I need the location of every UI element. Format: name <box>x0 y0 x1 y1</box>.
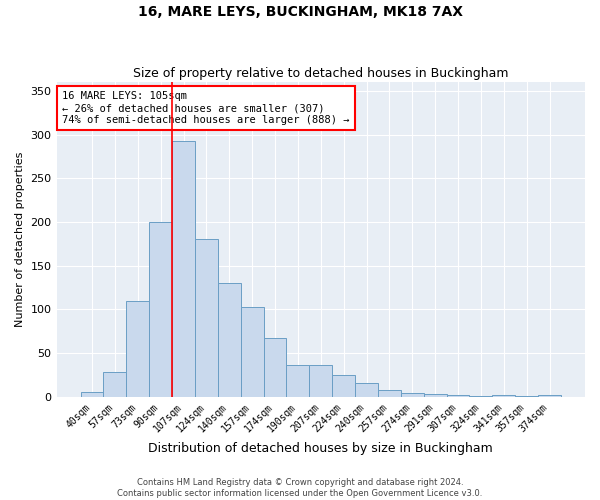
X-axis label: Distribution of detached houses by size in Buckingham: Distribution of detached houses by size … <box>148 442 493 455</box>
Bar <box>446 395 469 397</box>
Text: 16 MARE LEYS: 105sqm
← 26% of detached houses are smaller (307)
74% of semi-deta: 16 MARE LEYS: 105sqm ← 26% of detached h… <box>62 92 349 124</box>
Bar <box>286 366 310 397</box>
Bar <box>195 238 218 397</box>
Bar <box>493 395 515 397</box>
Bar <box>515 396 538 397</box>
Bar <box>355 383 378 397</box>
Bar <box>401 394 424 397</box>
Bar <box>332 375 355 397</box>
Bar <box>424 394 446 397</box>
Bar <box>172 140 195 397</box>
Bar <box>263 338 286 397</box>
Bar <box>378 390 401 397</box>
Bar <box>127 300 149 397</box>
Bar <box>80 392 103 397</box>
Bar <box>241 307 263 397</box>
Bar <box>218 283 241 397</box>
Text: Contains HM Land Registry data © Crown copyright and database right 2024.
Contai: Contains HM Land Registry data © Crown c… <box>118 478 482 498</box>
Y-axis label: Number of detached properties: Number of detached properties <box>15 152 25 327</box>
Bar <box>469 396 493 397</box>
Bar <box>103 372 127 397</box>
Bar <box>310 366 332 397</box>
Bar <box>149 222 172 397</box>
Text: 16, MARE LEYS, BUCKINGHAM, MK18 7AX: 16, MARE LEYS, BUCKINGHAM, MK18 7AX <box>137 5 463 19</box>
Bar <box>538 395 561 397</box>
Title: Size of property relative to detached houses in Buckingham: Size of property relative to detached ho… <box>133 66 509 80</box>
